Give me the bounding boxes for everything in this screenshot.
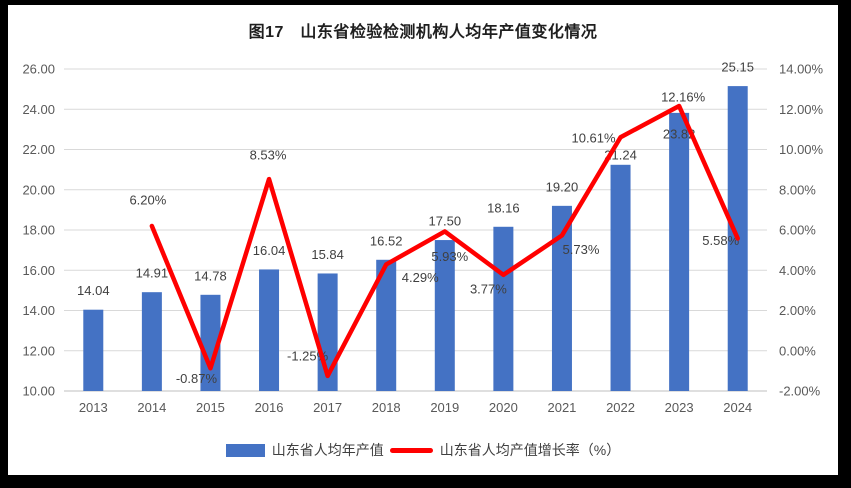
bar-label-2015: 14.78	[194, 268, 227, 283]
y-axis-tick-right: 14.00%	[779, 62, 824, 77]
y-axis-tick-right: 2.00%	[779, 303, 816, 318]
bar-label-2024: 25.15	[721, 60, 754, 75]
y-axis-tick-left: 12.00	[22, 343, 55, 358]
bar-2020	[493, 226, 514, 391]
x-axis-label-2023: 2023	[665, 400, 694, 415]
bar-2016	[259, 269, 280, 391]
x-axis-label-2024: 2024	[723, 400, 752, 415]
x-axis-label-2014: 2014	[137, 400, 166, 415]
growth-rate-line	[149, 103, 740, 379]
y-axis-tick-left: 26.00	[22, 62, 55, 77]
plot-area: 26.00 14.00% 24.00 12.00% 22.00 10.00% 20.00 8.…	[22, 60, 824, 415]
bar-2023	[669, 112, 690, 391]
x-axis-label-2019: 2019	[430, 400, 459, 415]
legend-item-line: 山东省人均产值增长率（%）	[389, 440, 621, 460]
y-axis-tick-left: 14.00	[22, 303, 55, 318]
bar-label-2014: 14.91	[136, 266, 169, 281]
x-axis-label-2013: 2013	[79, 400, 108, 415]
y-axis-tick-left: 10.00	[22, 384, 55, 399]
x-axis-label-2021: 2021	[547, 400, 576, 415]
bar-2021	[551, 205, 572, 391]
bar-2019	[434, 240, 455, 391]
bar-2015	[200, 294, 221, 391]
x-axis-label-2022: 2022	[606, 400, 635, 415]
line-label-2020: 3.77%	[470, 281, 507, 296]
bar-label-2020: 18.16	[487, 200, 520, 215]
line-label-2015: -0.87%	[176, 371, 218, 386]
legend: 山东省人均年产值 山东省人均产值增长率（%）	[8, 440, 838, 460]
line-label-2016: 8.53%	[250, 148, 287, 163]
legend-line-swatch	[389, 447, 433, 453]
x-axis-label-2017: 2017	[313, 400, 342, 415]
line-label-2021: 5.73%	[563, 242, 600, 257]
bar-2018	[376, 259, 397, 391]
line-label-2023: 12.16%	[661, 90, 706, 105]
y-axis-tick-left: 18.00	[22, 223, 55, 238]
bar-label-2016: 16.04	[253, 243, 286, 258]
y-axis-tick-left: 16.00	[22, 263, 55, 278]
legend-bar-swatch	[225, 443, 265, 457]
line-label-2014: 6.20%	[129, 192, 166, 207]
bar-2022	[610, 164, 631, 391]
legend-item-bar: 山东省人均年产值	[225, 440, 384, 460]
y-axis-tick-right: 0.00%	[779, 343, 816, 358]
bar-label-2023: 23.82	[663, 126, 696, 141]
line-label-2024: 5.58%	[702, 233, 739, 248]
bar-label-2018: 16.52	[370, 233, 403, 248]
y-axis-tick-right: 10.00%	[779, 142, 824, 157]
chart-title: 图17 山东省检验检测机构人均年产值变化情况	[248, 24, 598, 41]
y-axis-tick-right: -2.00%	[779, 384, 821, 399]
chart-canvas: 图17 山东省检验检测机构人均年产值变化情况 26.00 14.00% 24.00 1…	[8, 5, 838, 475]
bar-label-2017: 15.84	[311, 247, 344, 262]
y-axis-tick-right: 8.00%	[779, 182, 816, 197]
y-axis-tick-right: 12.00%	[779, 102, 824, 117]
x-axis-label-2015: 2015	[196, 400, 225, 415]
y-axis-tick-left: 24.00	[22, 102, 55, 117]
x-axis-label-2020: 2020	[489, 400, 518, 415]
y-axis-tick-right: 6.00%	[779, 223, 816, 238]
y-axis-tick-left: 22.00	[22, 142, 55, 157]
line-label-2018: 4.29%	[402, 270, 439, 285]
bar-label-2021: 19.20	[546, 179, 579, 194]
y-axis-tick-left: 20.00	[22, 182, 55, 197]
bar-label-2019: 17.50	[429, 214, 462, 229]
bar-label-2013: 14.04	[77, 283, 110, 298]
line-label-2022: 10.61%	[571, 131, 616, 146]
x-axis-label-2016: 2016	[255, 400, 284, 415]
bar-2014	[141, 292, 162, 391]
legend-line-label: 山东省人均产值增长率（%）	[439, 442, 621, 458]
x-axis-label-2018: 2018	[372, 400, 401, 415]
legend-bar-label: 山东省人均年产值	[271, 442, 384, 458]
line-label-2019: 5.93%	[431, 249, 468, 264]
bar-2013	[83, 309, 104, 391]
y-axis-tick-right: 4.00%	[779, 263, 816, 278]
